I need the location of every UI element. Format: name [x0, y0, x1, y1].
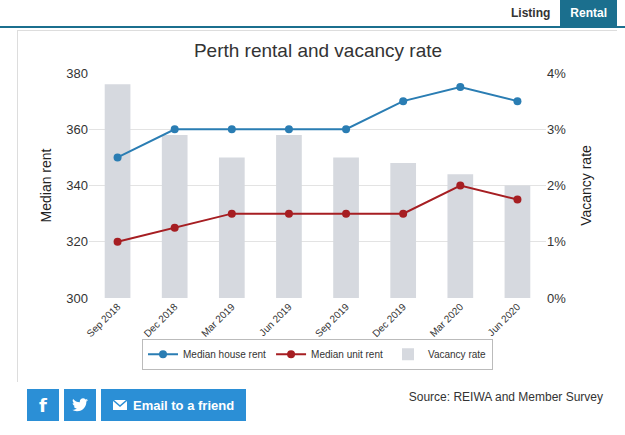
- svg-text:Sep 2018: Sep 2018: [84, 301, 122, 339]
- svg-text:340: 340: [66, 178, 88, 193]
- svg-text:Dec 2018: Dec 2018: [142, 301, 180, 339]
- svg-text:Jun 2020: Jun 2020: [486, 301, 523, 338]
- html-text:Rental: Rental: [570, 6, 607, 20]
- svg-text:0%: 0%: [547, 291, 566, 306]
- svg-text:360: 360: [66, 122, 88, 137]
- svg-text:4%: 4%: [547, 66, 566, 81]
- svg-text:Dec 2019: Dec 2019: [370, 301, 408, 339]
- svg-text:Perth rental and vacancy rate: Perth rental and vacancy rate: [194, 40, 442, 61]
- svg-text:1%: 1%: [547, 234, 566, 249]
- svg-text:Vacancy rate: Vacancy rate: [428, 349, 486, 360]
- svg-text:Mar 2019: Mar 2019: [199, 301, 237, 339]
- svg-text:2%: 2%: [547, 178, 566, 193]
- html-text:Listing: Listing: [511, 6, 551, 20]
- html-text:f: f: [39, 394, 47, 416]
- html-text:Source: REIWA and Member Surve: Source: REIWA and Member Survey: [408, 390, 603, 404]
- svg-text:Median unit rent: Median unit rent: [311, 349, 383, 360]
- svg-text:Median house rent: Median house rent: [183, 349, 266, 360]
- svg-text:Sep 2019: Sep 2019: [313, 301, 351, 339]
- html-text:Email to a friend: Email to a friend: [133, 397, 235, 413]
- svg-text:3%: 3%: [547, 122, 566, 137]
- svg-text:Vacancy rate: Vacancy rate: [578, 145, 594, 226]
- svg-text:Median rent: Median rent: [38, 148, 54, 222]
- svg-text:300: 300: [66, 291, 88, 306]
- svg-text:380: 380: [66, 66, 88, 81]
- svg-text:320: 320: [66, 234, 88, 249]
- svg-text:Mar 2020: Mar 2020: [428, 301, 466, 339]
- svg-text:Jun 2019: Jun 2019: [257, 301, 294, 338]
